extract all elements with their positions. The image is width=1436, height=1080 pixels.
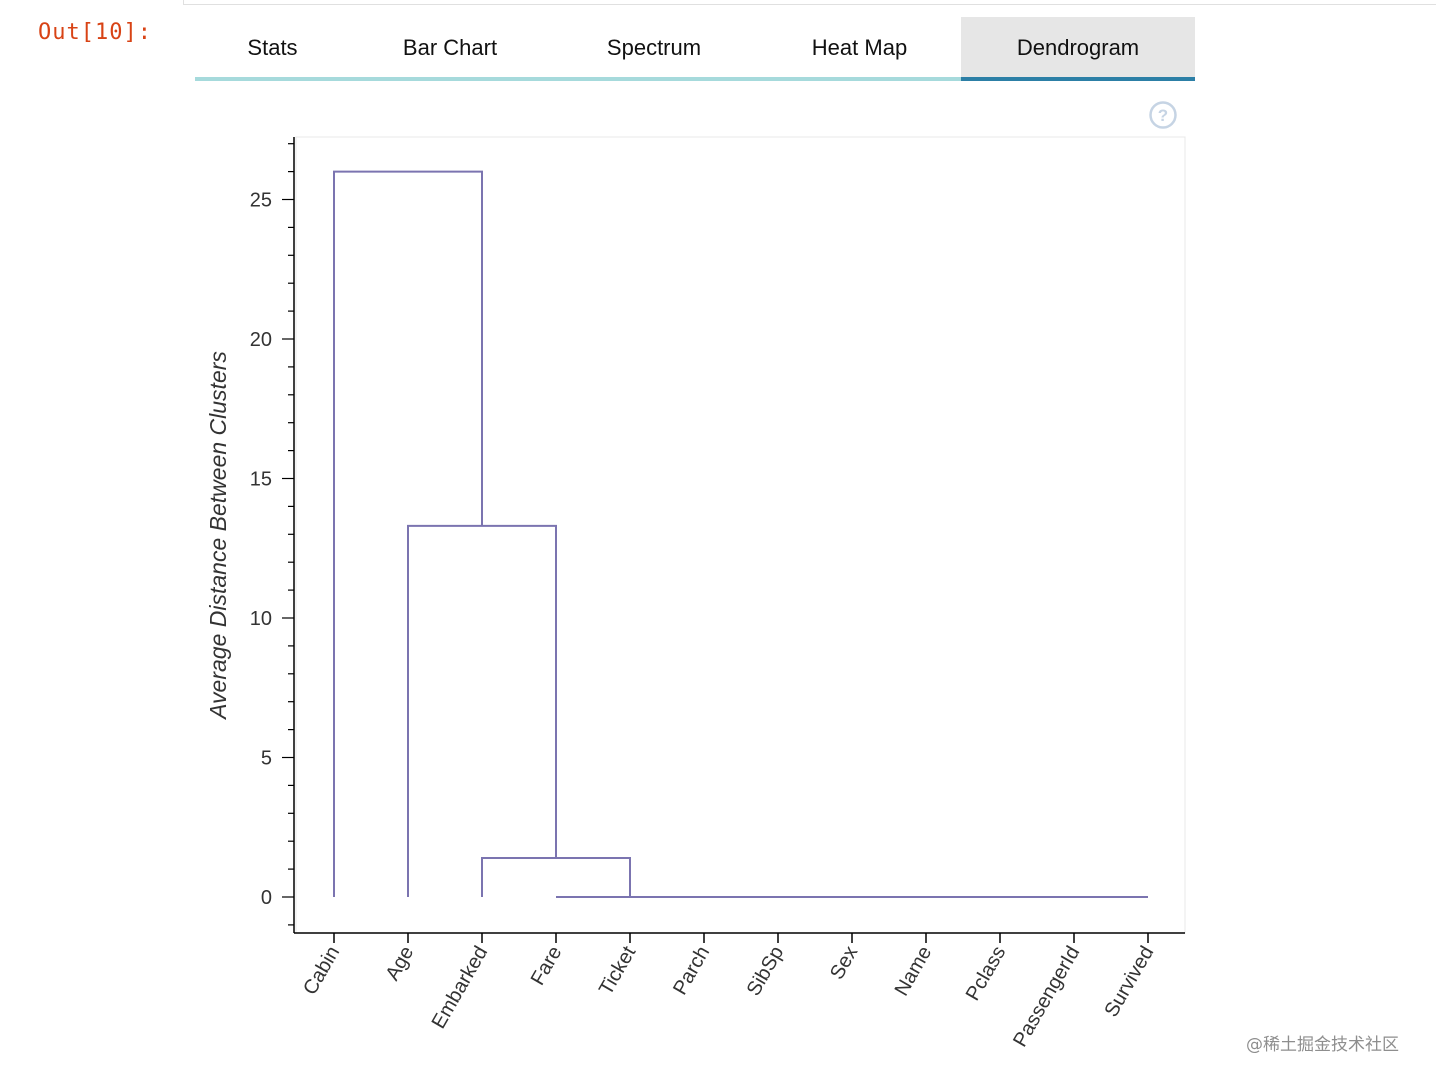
x-tick-label: PassengerId [1009,943,1084,1051]
y-tick-label: 5 [261,748,272,770]
y-tick-label: 0 [261,887,272,909]
y-tick-label: 15 [250,469,272,491]
dendrogram-links [333,170,1148,898]
tab-baseline [195,77,1195,81]
x-tick-label: Pclass [962,943,1011,1005]
y-axis-label: Average Distance Between Clusters [205,351,231,721]
dendrogram-link [407,524,557,897]
y-tick-label: 20 [250,329,272,351]
watermark: @稀土掘金技术社区 [1246,1035,1399,1055]
y-tick-label: 10 [250,608,272,630]
x-tick-label: Sex [826,943,862,984]
tab-spectrum[interactable]: Spectrum [606,35,702,60]
previous-cell-border [183,0,1436,5]
tab-bar-chart[interactable]: Bar Chart [402,35,498,60]
x-axis: Cabin Age Embarked Fare Ticket Parch SibSp Sex N… [294,932,1185,1051]
report-tabs: Stats Bar Chart Spectrum Heat Map Dendro… [195,17,1195,81]
dendrogram-link [333,170,483,897]
x-tick-label: Embarked [428,943,493,1033]
tab-dendrogram[interactable]: Dendrogram [961,17,1195,81]
svg-text:?: ? [1158,106,1168,125]
x-tick-label: Survived [1100,943,1158,1021]
plot-frame [295,136,1186,934]
x-tick-label: Parch [669,943,714,999]
x-tick-label: Cabin [299,943,344,999]
dendrogram-link [481,856,631,897]
help-circle-icon[interactable]: ? [1149,101,1177,129]
y-axis: 0 5 10 15 20 25 [250,137,295,933]
x-tick-label: Name [891,943,937,1000]
x-tick-label: Fare [527,943,567,990]
tab-heat-map[interactable]: Heat Map [811,35,908,60]
output-prompt: Out[10]: [38,20,152,45]
tab-stats[interactable]: Stats [247,35,298,60]
x-tick-label: Ticket [595,942,641,999]
x-tick-label: Age [381,943,418,985]
x-tick-label: SibSp [743,943,789,1000]
y-tick-label: 25 [250,190,272,212]
